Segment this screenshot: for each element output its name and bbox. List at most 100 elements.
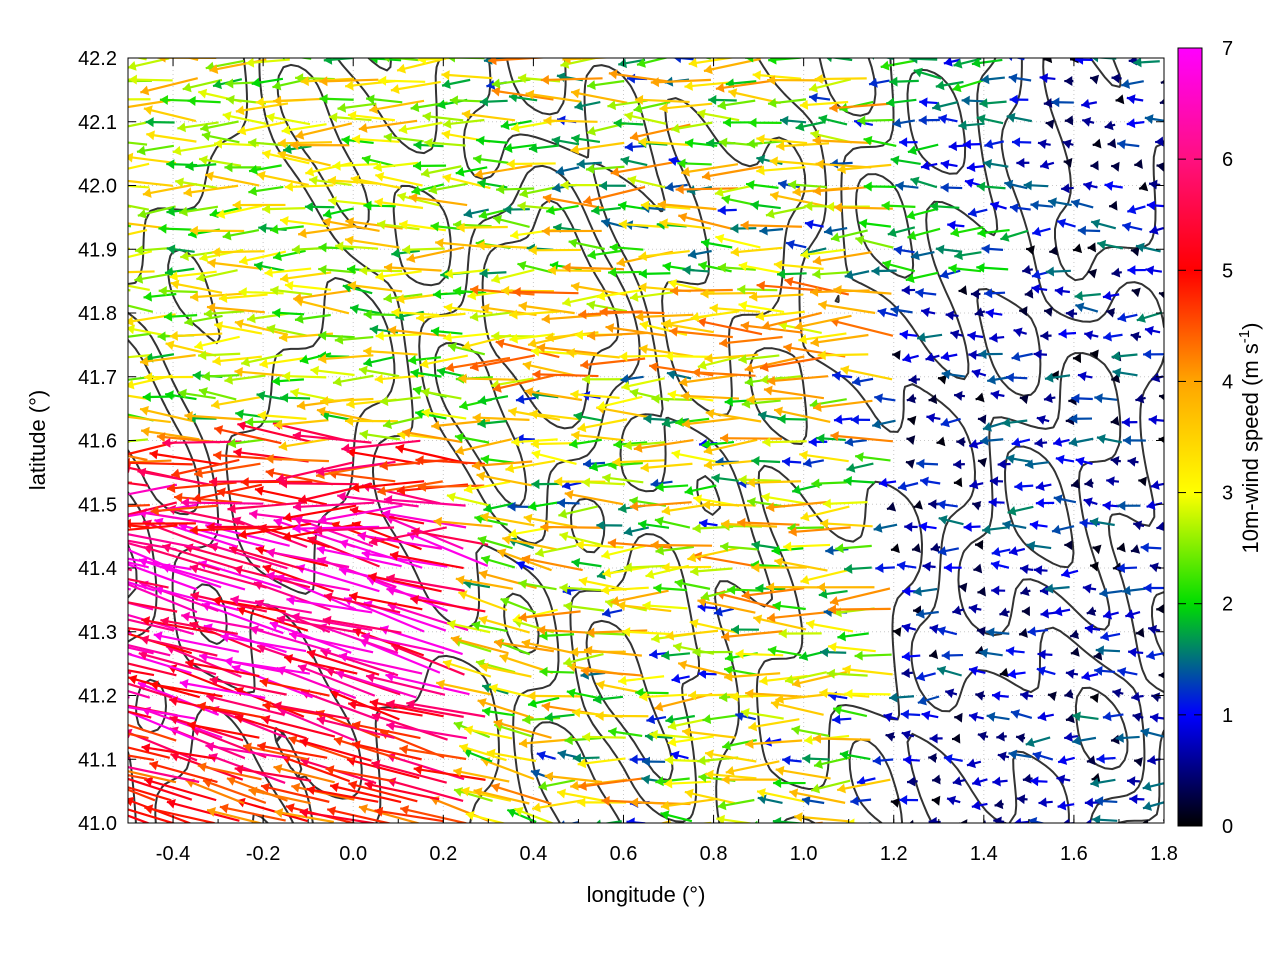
wind-vector-head (623, 526, 633, 537)
wind-vector-head (417, 481, 426, 492)
wind-vector-head (1054, 286, 1064, 297)
wind-vector-head (256, 390, 266, 401)
wind-vector-head (826, 201, 835, 212)
wind-vector-head (907, 776, 916, 787)
wind-vector (1068, 437, 1094, 447)
wind-vector-head (304, 201, 313, 212)
wind-vector (128, 204, 150, 211)
wind-vector (162, 437, 242, 448)
wind-vector-head (623, 440, 632, 451)
wind-vector-shaft (670, 288, 733, 293)
wind-vector-shaft (166, 800, 240, 822)
wind-vector-head (1147, 755, 1156, 765)
wind-vector-head (945, 310, 955, 321)
wind-vector (1155, 136, 1164, 147)
wind-vector-shaft (495, 340, 560, 359)
wind-vector (1100, 631, 1121, 642)
wind-vector-head (801, 795, 811, 806)
wind-vector-head (79, 197, 88, 207)
wind-vector-head (952, 605, 962, 616)
wind-vector (1031, 226, 1051, 237)
wind-vector-shaft (759, 674, 808, 683)
wind-vector-head (473, 787, 483, 798)
wind-vector (529, 409, 581, 421)
wind-vector (789, 788, 846, 804)
wind-vector-head (940, 182, 949, 193)
wind-vector-shaft (361, 484, 441, 505)
wind-vector (1023, 180, 1049, 191)
wind-vector (128, 746, 171, 759)
wind-vector (977, 414, 987, 425)
wind-vector (901, 651, 921, 662)
wind-vector-shaft (128, 78, 131, 82)
wind-vector (358, 804, 420, 823)
wind-vector-head (476, 135, 485, 146)
wind-vector-shaft (242, 744, 309, 761)
wind-vector-head (589, 461, 599, 472)
wind-vector-head (978, 349, 987, 360)
wind-vector (783, 541, 831, 552)
wind-vector-head (194, 468, 203, 479)
wind-vector-head (358, 804, 368, 814)
wind-vector (629, 797, 691, 808)
wind-vector (141, 743, 216, 760)
wind-vector-shaft (812, 737, 871, 741)
wind-vector-head (344, 415, 354, 426)
wind-vector-head (1125, 609, 1135, 619)
wind-vector (651, 393, 692, 404)
wind-vector-head (1063, 818, 1070, 823)
wind-vector (493, 638, 554, 653)
wind-vector (830, 317, 894, 337)
wind-vector-shaft (357, 533, 443, 550)
wind-vector-head (1028, 816, 1038, 823)
wind-vector (1111, 351, 1138, 362)
wind-vector-head (886, 97, 895, 108)
wind-vector-shaft (149, 452, 223, 466)
wind-vector-shaft (578, 578, 627, 591)
wind-vector-head (1033, 349, 1042, 360)
wind-vector-head (224, 374, 233, 385)
wind-vector (1142, 781, 1164, 792)
wind-vector (280, 392, 311, 403)
wind-vector (399, 219, 447, 232)
wind-vector-head (654, 516, 664, 527)
wind-vector-head (1100, 631, 1110, 642)
wind-vector (613, 118, 644, 129)
wind-vector-head (452, 286, 462, 297)
wind-vector-shaft (347, 702, 423, 717)
wind-vector (578, 576, 627, 591)
wind-vector-shaft (142, 520, 218, 551)
wind-vector (1093, 650, 1103, 661)
wind-vector (507, 501, 530, 512)
wind-vector (1086, 755, 1096, 766)
wind-vector-head (901, 651, 911, 662)
wind-vector-head (501, 285, 510, 296)
wind-vector (766, 582, 823, 593)
wind-vector (936, 665, 962, 677)
wind-vector-head (198, 350, 207, 361)
wind-vector-head (643, 413, 652, 424)
wind-vector (522, 360, 578, 377)
wind-vector-shaft (198, 561, 282, 589)
wind-vector (128, 304, 154, 313)
wind-vector-head (406, 699, 416, 710)
wind-vector-head (406, 253, 416, 263)
wind-vector (245, 416, 283, 427)
wind-vector-head (559, 531, 569, 542)
wind-vector-head (346, 398, 355, 409)
wind-vector (559, 531, 602, 546)
wind-vector-head (443, 302, 453, 313)
wind-vector (1037, 711, 1054, 722)
wind-vector-head (1033, 565, 1043, 576)
wind-vector-head (582, 374, 591, 385)
wind-vector-head (483, 503, 493, 514)
wind-vector-head (703, 459, 713, 470)
wind-vector (128, 224, 132, 228)
wind-vector-head (972, 776, 982, 787)
wind-vector-head (112, 76, 120, 86)
wind-vector (988, 497, 1005, 508)
wind-vector-head (844, 688, 853, 699)
wind-vector-head (1092, 138, 1102, 149)
wind-vector-head (844, 436, 854, 447)
wind-vector (460, 786, 512, 802)
